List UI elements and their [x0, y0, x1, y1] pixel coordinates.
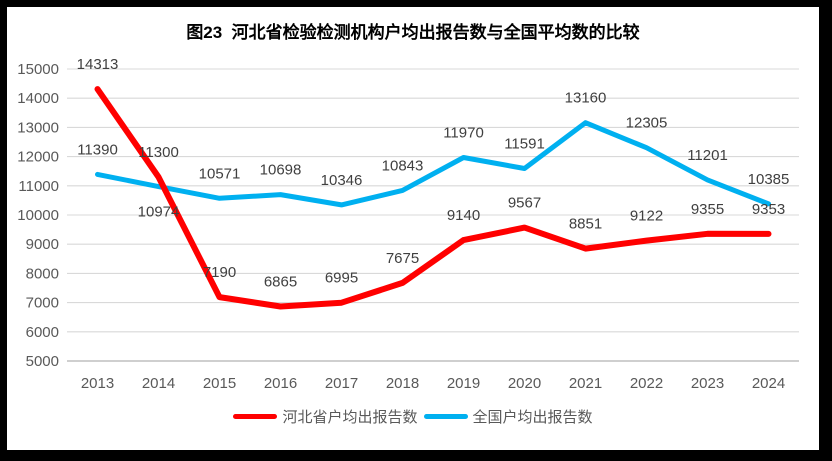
x-tick-label: 2014: [142, 375, 175, 392]
data-label-national: 10843: [382, 157, 424, 174]
x-tick-label: 2024: [752, 375, 785, 392]
data-label-hebei: 9122: [630, 208, 663, 225]
y-tick-label: 12000: [17, 149, 59, 166]
y-tick-label: 10000: [17, 207, 59, 224]
x-tick-label: 2019: [447, 375, 480, 392]
y-tick-label: 7000: [26, 295, 59, 312]
data-label-national: 12305: [626, 115, 668, 132]
data-label-hebei: 14313: [77, 56, 119, 73]
data-label-national: 10571: [199, 165, 241, 182]
data-label-hebei: 9567: [508, 195, 541, 212]
y-tick-label: 5000: [26, 353, 59, 370]
legend-label-national: 全国户均出报告数: [472, 409, 593, 426]
series-line-hebei: [94, 86, 772, 310]
x-tick-label: 2023: [691, 375, 724, 392]
data-label-hebei: 9355: [691, 201, 724, 218]
y-tick-label: 9000: [26, 236, 59, 253]
data-label-national: 11591: [504, 136, 545, 153]
legend-label-hebei: 河北省户均出报告数: [282, 409, 418, 426]
x-tick-label: 2018: [386, 375, 419, 392]
legend-item-hebei: 河北省户均出报告数: [233, 406, 418, 427]
data-label-national: 10974: [138, 204, 180, 221]
x-tick-label: 2016: [264, 375, 297, 392]
chart-title: 图23 河北省检验检测机构户均出报告数与全国平均数的比较: [186, 23, 640, 42]
data-label-national: 10346: [321, 172, 363, 189]
x-tick-label: 2013: [81, 375, 114, 392]
x-tick-label: 2020: [508, 375, 541, 392]
series-line-national: [95, 120, 771, 208]
data-label-hebei: 6995: [325, 270, 358, 287]
y-tick-label: 15000: [17, 61, 59, 78]
data-label-national: 11970: [443, 124, 484, 141]
data-label-national: 11201: [687, 147, 728, 164]
legend-line-swatch-national: [423, 414, 468, 419]
line-chart: 5000 6000 7000 8000 9000 10000 11000 12000 13000…: [17, 56, 799, 392]
data-label-hebei: 9140: [447, 207, 480, 224]
y-tick-label: 11000: [18, 178, 59, 195]
y-tick-label: 13000: [17, 119, 59, 136]
y-tick-label: 14000: [17, 90, 59, 107]
y-tick-label: 6000: [26, 324, 59, 341]
data-label-national: 10698: [260, 162, 302, 179]
x-tick-label: 2021: [569, 375, 602, 392]
data-label-national: 10385: [748, 171, 790, 188]
data-label-hebei: 7675: [386, 250, 419, 267]
data-label-hebei: 9353: [752, 201, 785, 218]
x-tick-label: 2022: [630, 375, 663, 392]
data-label-hebei: 11300: [138, 144, 179, 161]
y-tick-label: 8000: [26, 265, 59, 282]
chart-legend: 河北省户均出报告数 全国户均出报告数: [7, 406, 819, 427]
data-label-national: 13160: [565, 90, 607, 107]
data-label-hebei: 8851: [569, 216, 602, 233]
x-tick-label: 2015: [203, 375, 236, 392]
data-label-hebei: 7190: [203, 264, 236, 281]
legend-line-swatch-hebei: [233, 414, 278, 419]
data-label-national: 11390: [77, 141, 118, 158]
data-label-hebei: 6865: [264, 274, 297, 291]
legend-item-national: 全国户均出报告数: [423, 406, 593, 427]
x-tick-label: 2017: [325, 375, 358, 392]
